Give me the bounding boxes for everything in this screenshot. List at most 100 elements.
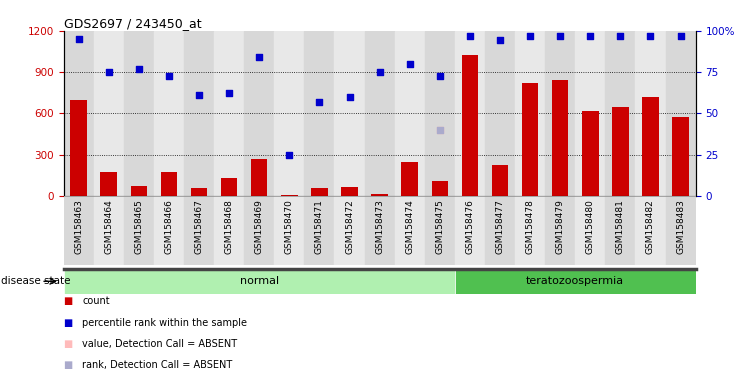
Bar [455,31,485,196]
Bar [311,188,328,196]
Text: normal: normal [239,276,279,286]
Bar [515,31,545,196]
Text: GSM158466: GSM158466 [165,199,174,254]
Text: GSM158483: GSM158483 [676,199,685,254]
Point [675,33,687,39]
Bar [281,195,298,196]
Bar [605,31,636,196]
Bar [515,196,545,265]
Text: GSM158472: GSM158472 [345,199,354,254]
Text: GSM158465: GSM158465 [135,199,144,254]
Text: GSM158463: GSM158463 [74,199,83,254]
Bar [123,196,154,265]
Point [313,99,325,105]
Text: GSM158469: GSM158469 [255,199,264,254]
Text: GSM158480: GSM158480 [586,199,595,254]
Bar [575,31,605,196]
Bar [552,80,568,196]
Text: GSM158475: GSM158475 [435,199,444,254]
Bar [184,31,214,196]
Bar [244,31,275,196]
Bar [94,31,123,196]
Bar [304,31,334,196]
Point [494,37,506,43]
Point [614,33,626,39]
Bar [672,118,689,196]
Text: ■: ■ [64,360,73,370]
Text: GSM158473: GSM158473 [375,199,384,254]
Bar [545,196,575,265]
Text: teratozoospermia: teratozoospermia [526,276,625,286]
Point [73,36,85,42]
Text: GSM158478: GSM158478 [526,199,535,254]
Text: GSM158482: GSM158482 [646,199,655,254]
Bar [154,196,184,265]
Text: GSM158476: GSM158476 [465,199,474,254]
Bar [334,196,364,265]
Bar [485,31,515,196]
Point [283,152,295,158]
Text: disease state: disease state [1,276,70,286]
Point [373,69,385,75]
Text: percentile rank within the sample: percentile rank within the sample [82,318,248,328]
Bar [304,196,334,265]
Bar [64,269,455,294]
Text: GSM158468: GSM158468 [224,199,233,254]
Bar [522,83,539,196]
Point [343,94,355,100]
Point [584,33,596,39]
Text: GSM158474: GSM158474 [405,199,414,254]
Point [434,127,446,133]
Text: GDS2697 / 243450_at: GDS2697 / 243450_at [64,17,201,30]
Bar [161,172,177,196]
Bar [275,31,304,196]
Text: GSM158479: GSM158479 [556,199,565,254]
Text: value, Detection Call = ABSENT: value, Detection Call = ABSENT [82,339,237,349]
Bar [214,31,244,196]
Bar [491,165,509,196]
Bar [605,196,636,265]
Point [464,33,476,39]
Point [163,73,175,79]
Bar [371,194,388,196]
Bar [154,31,184,196]
Bar [191,188,207,196]
Bar [455,196,485,265]
Text: rank, Detection Call = ABSENT: rank, Detection Call = ABSENT [82,360,233,370]
Bar [184,196,214,265]
Text: ■: ■ [64,318,73,328]
Bar [432,181,448,196]
Bar [545,31,575,196]
Bar [100,172,117,196]
Point [223,89,235,96]
Bar [251,159,268,196]
Point [645,33,657,39]
Bar [221,178,237,196]
Bar [636,31,666,196]
Point [102,69,114,75]
Text: GSM158481: GSM158481 [616,199,625,254]
Text: ■: ■ [64,339,73,349]
Bar [666,196,696,265]
Text: GSM158467: GSM158467 [194,199,203,254]
Text: ■: ■ [64,296,73,306]
Point [254,54,266,60]
Bar [364,196,395,265]
Point [404,61,416,67]
Bar [402,162,418,196]
Bar [275,196,304,265]
Bar [425,196,455,265]
Point [554,33,566,39]
Bar [462,56,478,196]
Bar [612,107,628,196]
Point [434,73,446,79]
Bar [341,187,358,196]
Bar [395,31,425,196]
Bar [64,31,94,196]
Bar [123,31,154,196]
Bar [425,31,455,196]
Text: GSM158477: GSM158477 [495,199,504,254]
Bar [214,196,244,265]
Bar [455,269,696,294]
Bar [244,196,275,265]
